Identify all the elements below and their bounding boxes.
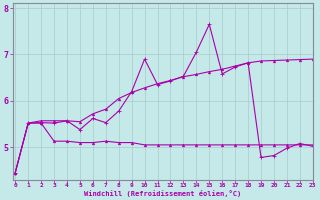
X-axis label: Windchill (Refroidissement éolien,°C): Windchill (Refroidissement éolien,°C) (84, 190, 241, 197)
